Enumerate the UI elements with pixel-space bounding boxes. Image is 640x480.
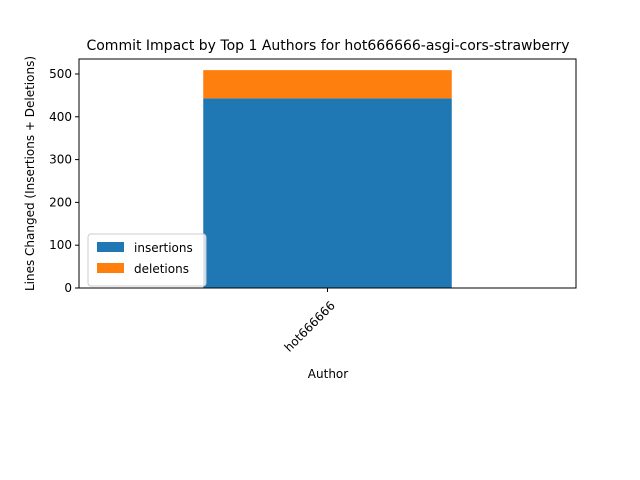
y-tick-label: 200 bbox=[49, 195, 72, 209]
chart-title: Commit Impact by Top 1 Authors for hot66… bbox=[86, 38, 569, 54]
legend-swatch-deletions bbox=[97, 263, 124, 273]
bar-deletions bbox=[203, 70, 452, 99]
y-tick-label: 100 bbox=[49, 238, 72, 252]
legend-swatch-insertions bbox=[97, 242, 124, 252]
legend: insertions deletions bbox=[87, 233, 207, 287]
legend-label-insertions: insertions bbox=[134, 241, 193, 255]
y-tick-label: 300 bbox=[49, 153, 72, 167]
bar-insertions bbox=[203, 98, 452, 288]
y-tick-label: 0 bbox=[64, 281, 72, 295]
y-axis: 0 100 200 300 400 500 bbox=[49, 67, 79, 295]
y-tick-label: 400 bbox=[49, 110, 72, 124]
y-tick-label: 500 bbox=[49, 67, 72, 81]
x-axis-label: Author bbox=[308, 367, 348, 381]
legend-label-deletions: deletions bbox=[134, 262, 189, 276]
y-axis-label: Lines Changed (Insertions + Deletions) bbox=[23, 56, 37, 291]
bars-layer bbox=[203, 70, 452, 288]
